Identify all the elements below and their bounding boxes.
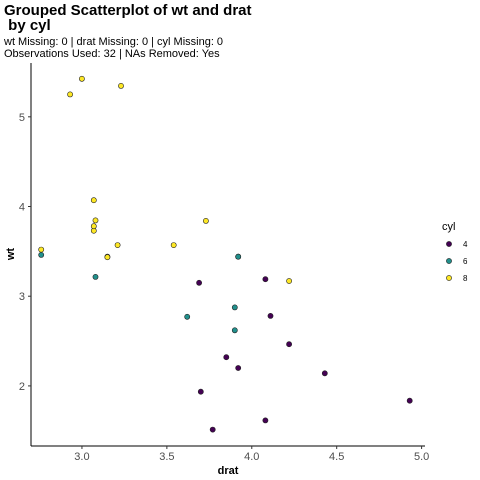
data-points xyxy=(38,75,413,433)
legend-label-cyl-8: 8 xyxy=(463,274,468,283)
data-point-cyl-8 xyxy=(118,83,124,89)
data-point-cyl-4 xyxy=(235,365,242,371)
legend-title: cyl xyxy=(442,221,455,233)
axes xyxy=(30,63,425,447)
legend-swatch-cyl-8 xyxy=(446,275,452,281)
y-tick-label: 2 xyxy=(19,381,25,393)
data-point-cyl-4 xyxy=(209,426,216,433)
x-tick-label: 4.0 xyxy=(244,451,259,463)
data-point-cyl-6 xyxy=(92,273,99,280)
chart-title-line-2: by cyl xyxy=(4,17,51,34)
chart-subtitle-line-1: wt Missing: 0 | drat Missing: 0 | cyl Mi… xyxy=(3,36,223,48)
data-point-cyl-4 xyxy=(286,341,292,348)
legend-label-cyl-4: 4 xyxy=(463,240,468,249)
data-point-cyl-8 xyxy=(286,278,292,284)
legend: cyl 4 6 8 xyxy=(442,221,468,283)
data-point-cyl-8 xyxy=(170,242,177,248)
legend-label-cyl-6: 6 xyxy=(463,257,468,266)
x-tick-label: 3.5 xyxy=(159,451,174,463)
data-point-cyl-6 xyxy=(235,253,242,260)
data-point-cyl-8 xyxy=(38,246,45,253)
y-axis-title: wt xyxy=(5,248,17,262)
data-point-cyl-4 xyxy=(406,397,413,404)
data-point-cyl-8 xyxy=(104,254,111,261)
data-point-cyl-4 xyxy=(321,370,328,377)
chart-title-line-1: Grouped Scatterplot of wt and drat xyxy=(4,2,252,19)
data-point-cyl-4 xyxy=(223,354,230,361)
x-axis-title: drat xyxy=(218,465,239,477)
legend-swatch-cyl-6 xyxy=(446,258,452,264)
data-point-cyl-8 xyxy=(90,223,97,230)
legend-swatch-cyl-4 xyxy=(446,241,452,247)
y-tick-label: 3 xyxy=(19,291,25,303)
data-point-cyl-6 xyxy=(184,313,191,320)
data-point-cyl-4 xyxy=(197,388,204,395)
data-point-cyl-6 xyxy=(231,304,238,311)
x-ticks: 3.0 3.5 4.0 4.5 5.0 xyxy=(74,446,429,463)
data-point-cyl-4 xyxy=(196,279,202,286)
y-tick-label: 4 xyxy=(19,202,25,214)
data-point-cyl-8 xyxy=(202,217,209,224)
data-point-cyl-8 xyxy=(67,91,73,98)
data-point-cyl-4 xyxy=(267,312,274,319)
data-point-cyl-6 xyxy=(38,251,45,258)
x-tick-label: 4.5 xyxy=(329,451,344,463)
x-tick-label: 5.0 xyxy=(414,451,429,463)
chart-subtitle-line-2: Observations Used: 32 | NAs Removed: Yes xyxy=(4,48,220,60)
data-point-cyl-8 xyxy=(79,75,85,82)
y-tick-label: 5 xyxy=(19,112,25,124)
data-point-cyl-4 xyxy=(262,417,269,424)
data-point-cyl-4 xyxy=(262,276,269,283)
legend-items: 4 6 8 xyxy=(446,240,468,283)
data-point-cyl-8 xyxy=(90,197,97,204)
data-point-cyl-8 xyxy=(114,242,121,248)
data-point-cyl-6 xyxy=(231,327,238,334)
y-ticks: 2 3 4 5 xyxy=(19,112,31,393)
data-point-cyl-8 xyxy=(92,217,99,224)
x-tick-label: 3.0 xyxy=(74,451,89,463)
